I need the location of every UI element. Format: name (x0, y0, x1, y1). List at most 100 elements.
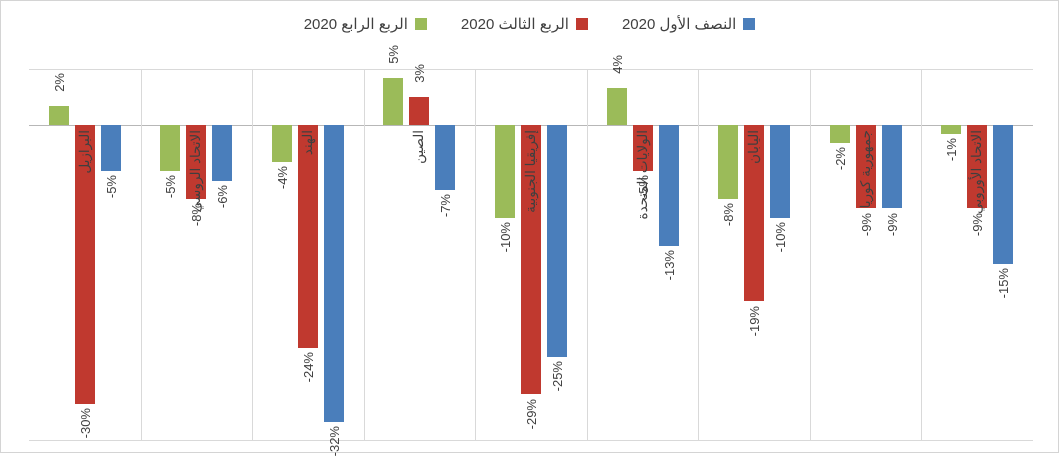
bar-group: 5% 3% -7% الصين (364, 45, 476, 441)
bar[interactable] (383, 78, 404, 125)
bar-slot: -2% (827, 69, 853, 441)
bar-value-label: -30% (77, 407, 93, 439)
bar[interactable] (744, 124, 765, 302)
bar-slot: -6% (209, 69, 235, 441)
bar[interactable] (770, 124, 791, 218)
bar[interactable] (993, 124, 1014, 265)
bar[interactable] (435, 124, 456, 190)
bar-slot: -7% (432, 69, 458, 441)
bar[interactable] (297, 124, 318, 348)
category-label: الاتحاد الروسي (188, 129, 204, 212)
legend-swatch-icon (575, 18, 588, 30)
bar-slot: -8% (183, 69, 209, 441)
bar-slot: -19% (741, 69, 767, 441)
category-separator (475, 69, 476, 441)
bar-value-label: -10% (773, 221, 789, 253)
legend-item-label: النصف الأول 2020 (621, 16, 737, 33)
legend-item[interactable]: الربع الرابع 2020 (304, 15, 427, 33)
bar[interactable] (160, 124, 181, 172)
bar[interactable] (658, 124, 679, 246)
category-label: اليابان (746, 129, 762, 164)
bar-slot: -9% (964, 69, 990, 441)
category-separator (587, 69, 588, 441)
bar-value-label: -9% (970, 212, 986, 236)
bar[interactable] (967, 124, 988, 209)
bar-value-label: -8% (721, 203, 737, 227)
bar[interactable] (186, 124, 207, 200)
bar-slot: -4% (269, 69, 295, 441)
bar-value-label: -15% (996, 268, 1012, 299)
bar-group: 4% -5% -13% الولايات المتحدة (587, 55, 699, 441)
bar-value-label: -9% (858, 212, 874, 236)
bar-group: -8% -19% -10% اليابان (698, 69, 810, 441)
category-label: الصين (411, 129, 427, 164)
bar-slot: -24% (295, 69, 321, 441)
bar-group: 2% -30% -5% البرازيل (29, 69, 141, 441)
bar-value-label: 4% (609, 54, 625, 74)
category-separator (364, 69, 365, 441)
bar[interactable] (855, 124, 876, 209)
category-label: جمهورية كوريا (857, 129, 873, 209)
bar-slot: -32% (321, 69, 347, 457)
bar[interactable] (48, 106, 69, 125)
bar-group: -5% -8% -6% الاتحاد الروسي (141, 69, 253, 441)
bar[interactable] (941, 124, 962, 135)
bar-group: -4% -24% -32% الهند (252, 69, 364, 457)
bar-group: -2% -9% -9% جمهورية كوريا (810, 69, 922, 441)
bar-slot: -1% (938, 69, 964, 441)
bar[interactable] (606, 87, 627, 125)
category-separator (141, 69, 142, 441)
bar-value-label: -7% (438, 193, 454, 218)
category-label: الولايات المتحدة (634, 129, 650, 220)
bar[interactable] (212, 124, 233, 181)
bar-value-label: -4% (274, 166, 290, 190)
bar-value-label: -32% (326, 426, 342, 457)
bar-slot: -15% (990, 69, 1016, 441)
bar-slot: -10% (492, 69, 518, 441)
bar-slot: -30% (72, 69, 98, 441)
bar[interactable] (632, 124, 653, 172)
bar[interactable] (271, 124, 292, 162)
bar[interactable] (323, 124, 344, 423)
legend-item-label: الربع الرابع 2020 (303, 16, 408, 33)
bar-value-label: -19% (747, 305, 763, 336)
bar-value-label: -25% (549, 361, 565, 392)
legend-swatch-icon (414, 18, 427, 30)
bar-slot: -13% (656, 69, 682, 441)
bar-slot: -25% (544, 69, 570, 441)
bar-slot: 3% (406, 64, 432, 441)
legend-item[interactable]: الربع الثالث 2020 (461, 15, 588, 33)
bar[interactable] (409, 96, 430, 125)
bar[interactable] (100, 124, 121, 172)
bar[interactable] (74, 124, 95, 404)
legend-item[interactable]: النصف الأول 2020 (621, 15, 756, 33)
bar-value-label: -29% (523, 398, 539, 429)
bar-slot: -5% (630, 69, 656, 441)
category-separator (810, 69, 811, 441)
bar-value-label: -24% (300, 352, 316, 383)
plot-bottom-border (29, 440, 1033, 441)
bar[interactable] (881, 124, 902, 209)
category-separator (252, 69, 253, 441)
bar-value-label: -2% (832, 147, 848, 171)
category-label: إفريقيا الجنوبية (522, 129, 538, 213)
bar[interactable] (494, 124, 515, 218)
legend-swatch-icon (743, 18, 756, 30)
bar-value-label: -13% (661, 249, 677, 281)
bar[interactable] (829, 124, 850, 144)
bar[interactable] (520, 124, 541, 395)
bar-slot: -5% (98, 69, 124, 441)
bar[interactable] (546, 124, 567, 358)
legend-item-label: الربع الثالث 2020 (460, 16, 569, 33)
bar-value-label: -10% (497, 221, 513, 253)
bar[interactable] (718, 124, 739, 200)
plot-top-border (29, 69, 1033, 70)
bar-slot: -9% (853, 69, 879, 441)
bar-value-label: -1% (944, 138, 960, 162)
bar-value-label: 3% (412, 63, 428, 83)
bar-slot: -9% (879, 69, 905, 441)
bar-value-label: -9% (884, 212, 900, 236)
bar-value-label: 2% (51, 73, 67, 92)
chart-legend: النصف الأول 2020 الربع الثالث 2020 الربع ا… (1, 15, 1058, 33)
plot-area: 2% -30% -5% البرازيل -5% -8% -6% الاتحاد الروسي… (29, 45, 1033, 457)
